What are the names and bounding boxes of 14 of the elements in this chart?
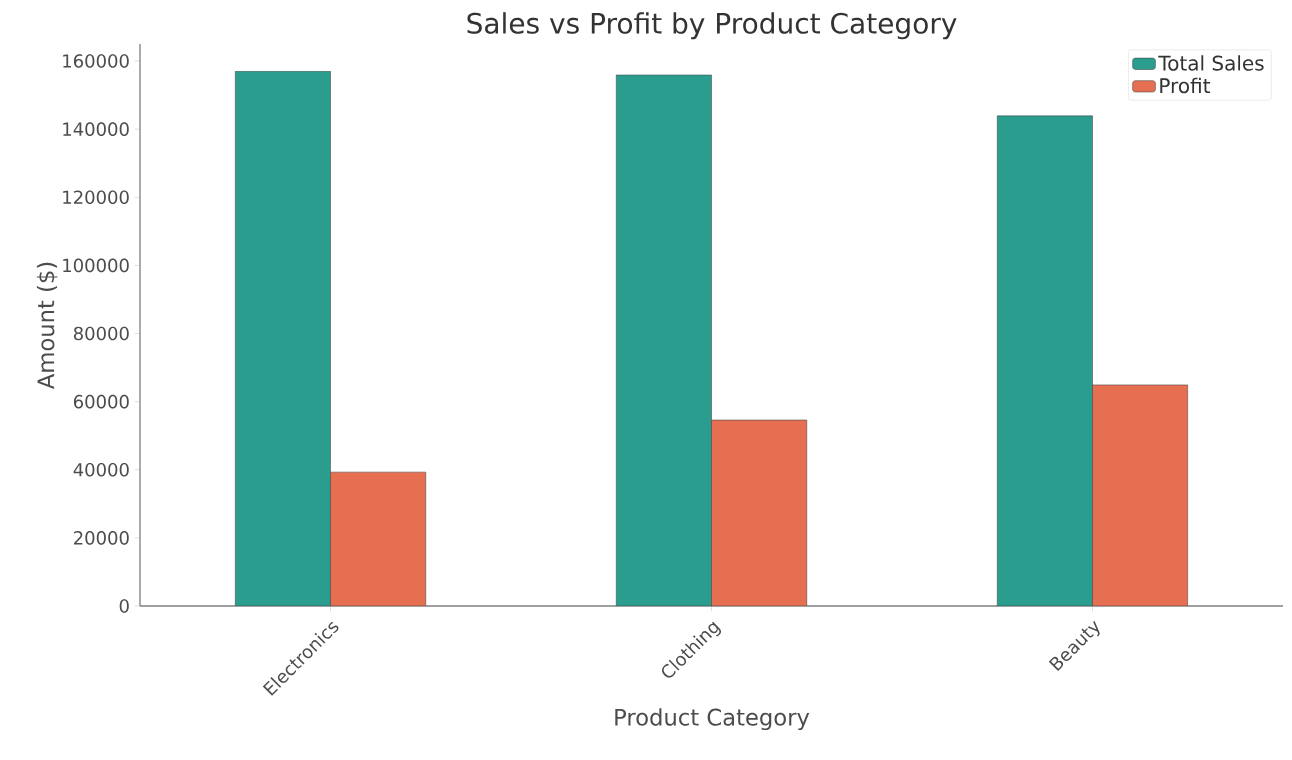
chart-title: Sales vs Profit by Product Category xyxy=(467,12,957,40)
y-tick-label: 20000 xyxy=(74,531,129,545)
y-tick-label: 60000 xyxy=(73,394,129,409)
legend-label: Total Sales xyxy=(1158,55,1264,71)
y-tick-label: 140000 xyxy=(63,122,129,136)
y-tick-label: 100000 xyxy=(63,258,129,273)
y-tick-label: 0 xyxy=(119,599,129,613)
y-tick-label: 160000 xyxy=(63,54,129,68)
legend-label: Profit xyxy=(1160,77,1211,94)
y-axis-title: Amount ($) xyxy=(36,262,58,390)
y-tick-label: 120000 xyxy=(63,190,129,205)
x-axis-title: Product Category xyxy=(615,708,810,731)
y-tick-label: 40000 xyxy=(73,462,129,477)
y-tick-label: 80000 xyxy=(73,326,129,341)
